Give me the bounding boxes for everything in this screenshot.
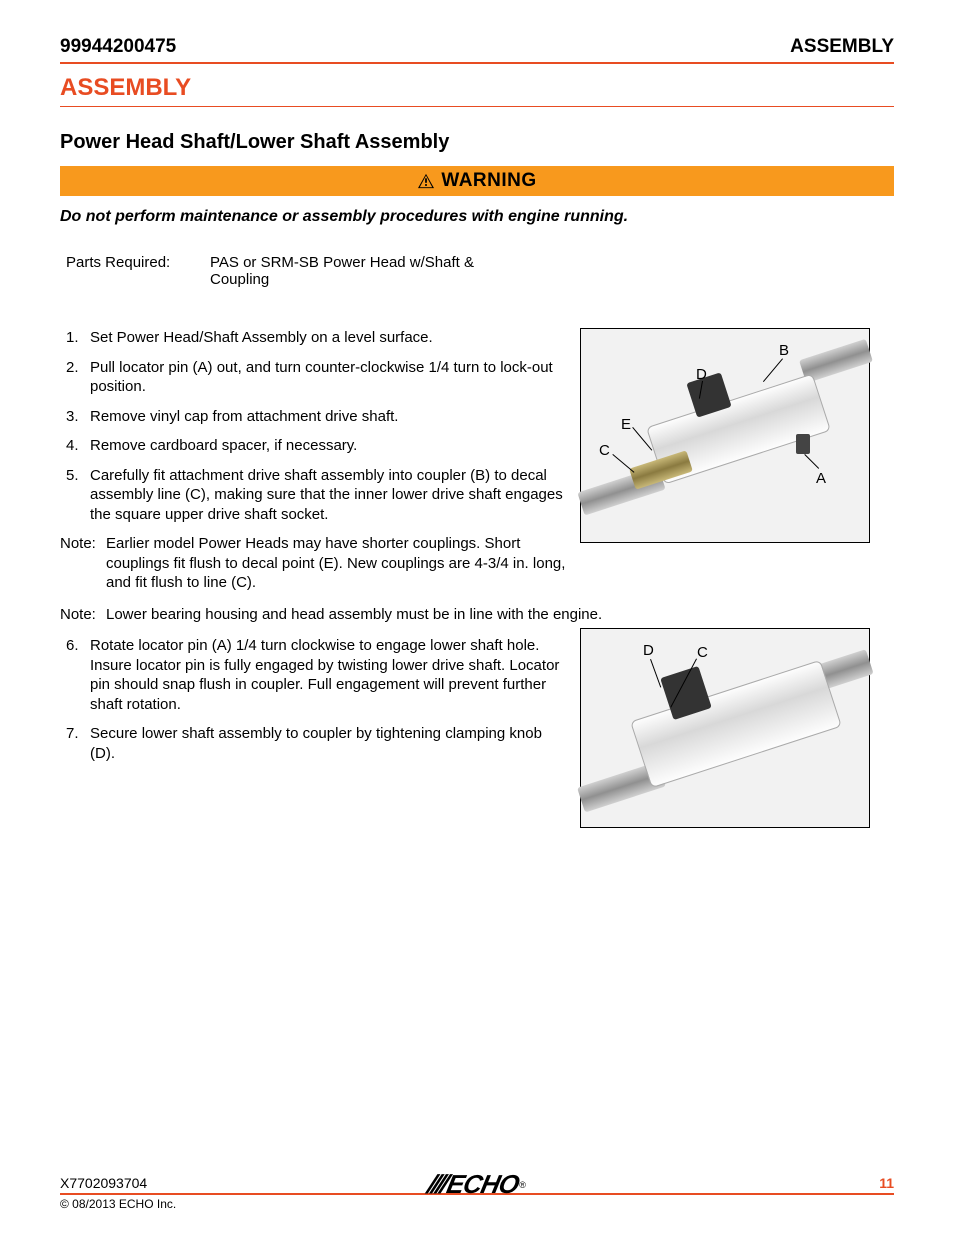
figure-1: A B C D E (580, 328, 870, 543)
fig1-callout-c: C (599, 441, 610, 461)
footer-doc-number: X7702093704 (60, 1175, 147, 1191)
registered-icon: ® (519, 1180, 526, 1190)
step-6: 6.Rotate locator pin (A) 1/4 turn clockw… (60, 636, 570, 714)
step-4: 4.Remove cardboard spacer, if necessary. (60, 436, 570, 456)
note-2: Note: Lower bearing housing and head ass… (60, 605, 894, 625)
parts-required-row: Parts Required: PAS or SRM-SB Power Head… (60, 254, 894, 288)
logo-text: ECHO (444, 1169, 522, 1200)
step-7: 7.Secure lower shaft assembly to coupler… (60, 724, 570, 763)
page-header: 99944200475 ASSEMBLY (60, 36, 894, 64)
note-2-text: Lower bearing housing and head assembly … (106, 605, 786, 625)
figure-2: D C (580, 628, 870, 828)
note-2-label: Note: (60, 605, 106, 625)
fig1-callout-e: E (621, 415, 631, 435)
step-5: 5.Carefully fit attachment drive shaft a… (60, 466, 570, 525)
warning-bar: WARNING (60, 166, 894, 196)
warning-body: Do not perform maintenance or assembly p… (60, 208, 894, 226)
fig2-callout-d: D (643, 641, 654, 661)
note-1: Note: Earlier model Power Heads may have… (60, 534, 570, 593)
header-section: ASSEMBLY (790, 36, 894, 58)
warning-triangle-icon (417, 173, 435, 189)
footer-page-number: 11 (879, 1175, 894, 1191)
subsection-title: Power Head Shaft/Lower Shaft Assembly (60, 131, 894, 154)
parts-required-value: PAS or SRM-SB Power Head w/Shaft & Coupl… (210, 254, 510, 288)
step-3: 3.Remove vinyl cap from attachment drive… (60, 407, 570, 427)
warning-label: WARNING (441, 170, 536, 192)
page-footer: X7702093704 11 //// ECHO ® © 08/2013 ECH… (60, 1175, 894, 1211)
parts-required-label: Parts Required: (60, 254, 210, 288)
step-2: 2.Pull locator pin (A) out, and turn cou… (60, 358, 570, 397)
content-area: A B C D E D C 1.Set Power Head/Shaft Ass… (60, 328, 894, 763)
header-part-number: 99944200475 (60, 36, 176, 58)
note-1-label: Note: (60, 534, 106, 593)
steps-list-2: 6.Rotate locator pin (A) 1/4 turn clockw… (60, 636, 570, 763)
brand-logo: //// ECHO ® (428, 1169, 526, 1200)
note-1-text: Earlier model Power Heads may have short… (106, 534, 570, 593)
step-1: 1.Set Power Head/Shaft Assembly on a lev… (60, 328, 570, 348)
section-title: ASSEMBLY (60, 74, 894, 107)
fig1-callout-a: A (816, 469, 826, 489)
fig1-callout-b: B (779, 341, 789, 361)
fig2-callout-c: C (697, 643, 708, 663)
steps-list-1: 1.Set Power Head/Shaft Assembly on a lev… (60, 328, 570, 524)
